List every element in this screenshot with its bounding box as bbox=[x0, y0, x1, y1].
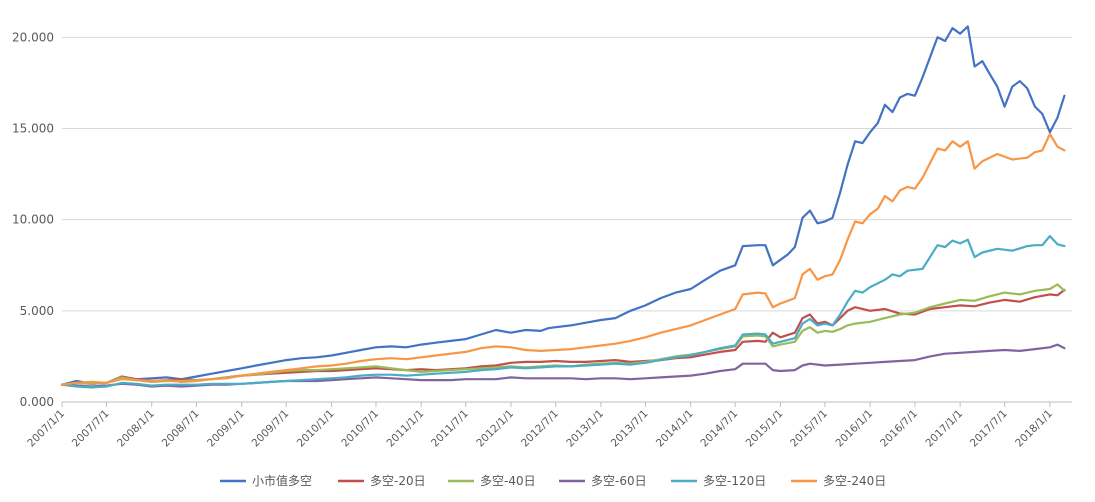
series-line-1 bbox=[60, 25, 1066, 386]
legend-label: 多空-20日 bbox=[370, 474, 426, 488]
x-tick-label: 2012/1/1 bbox=[474, 408, 516, 450]
x-tick-label: 2012/7/1 bbox=[519, 408, 561, 450]
x-tick-label: 2015/7/1 bbox=[788, 408, 830, 450]
x-tick-label: 2008/1/1 bbox=[115, 408, 157, 450]
x-tick-label: 2016/7/1 bbox=[878, 408, 920, 450]
grid-layer bbox=[62, 36, 1072, 403]
x-tick-label: 2016/1/1 bbox=[833, 408, 875, 450]
x-tick-label: 2010/7/1 bbox=[339, 408, 381, 450]
x-axis: 2007/1/1 2007/7/1 2008/1/1 2008/7/1 2009/1/1… bbox=[25, 402, 1055, 449]
x-tick-label: 2018/1/1 bbox=[1013, 408, 1055, 450]
x-tick-label: 2007/7/1 bbox=[70, 408, 112, 450]
x-tick-label: 2008/7/1 bbox=[160, 408, 202, 450]
y-tick-label: 5.000 bbox=[20, 304, 54, 318]
x-tick-label: 2017/1/1 bbox=[923, 408, 965, 450]
legend-label: 小市值多空 bbox=[252, 473, 312, 488]
x-tick-label: 2009/1/1 bbox=[205, 408, 247, 450]
legend-label: 多空-240日 bbox=[823, 474, 886, 488]
legend-label: 多空-120日 bbox=[703, 474, 766, 488]
series-line-5 bbox=[60, 235, 1066, 389]
legend-label: 多空-40日 bbox=[480, 474, 536, 488]
x-tick-label: 2013/7/1 bbox=[609, 408, 651, 450]
x-tick-label: 2007/1/1 bbox=[25, 408, 67, 450]
y-tick-label: 0.000 bbox=[20, 395, 54, 409]
y-tick-label: 15.000 bbox=[12, 122, 54, 136]
x-tick-label: 2011/7/1 bbox=[429, 408, 471, 450]
series-layer bbox=[60, 25, 1066, 389]
x-tick-label: 2014/1/1 bbox=[654, 408, 696, 450]
legend: 小市值多空 多空-20日 多空-40日 多空-60日 多空-120日 多空-240日 bbox=[220, 473, 886, 488]
y-axis: 0.000 5.000 10.000 15.000 20.000 bbox=[12, 30, 54, 409]
y-tick-label: 10.000 bbox=[12, 213, 54, 227]
x-tick-label: 2014/7/1 bbox=[698, 408, 740, 450]
y-tick-label: 20.000 bbox=[12, 30, 54, 44]
x-tick-label: 2017/7/1 bbox=[968, 408, 1010, 450]
series-line-3 bbox=[60, 283, 1066, 386]
x-tick-label: 2010/1/1 bbox=[295, 408, 337, 450]
x-tick-label: 2009/7/1 bbox=[250, 408, 292, 450]
series-line-6 bbox=[60, 132, 1066, 386]
legend-label: 多空-60日 bbox=[591, 474, 647, 488]
x-tick-label: 2013/1/1 bbox=[564, 408, 606, 450]
x-tick-label: 2011/1/1 bbox=[384, 408, 426, 450]
series-line-2 bbox=[60, 288, 1066, 386]
x-tick-label: 2015/1/1 bbox=[744, 408, 786, 450]
